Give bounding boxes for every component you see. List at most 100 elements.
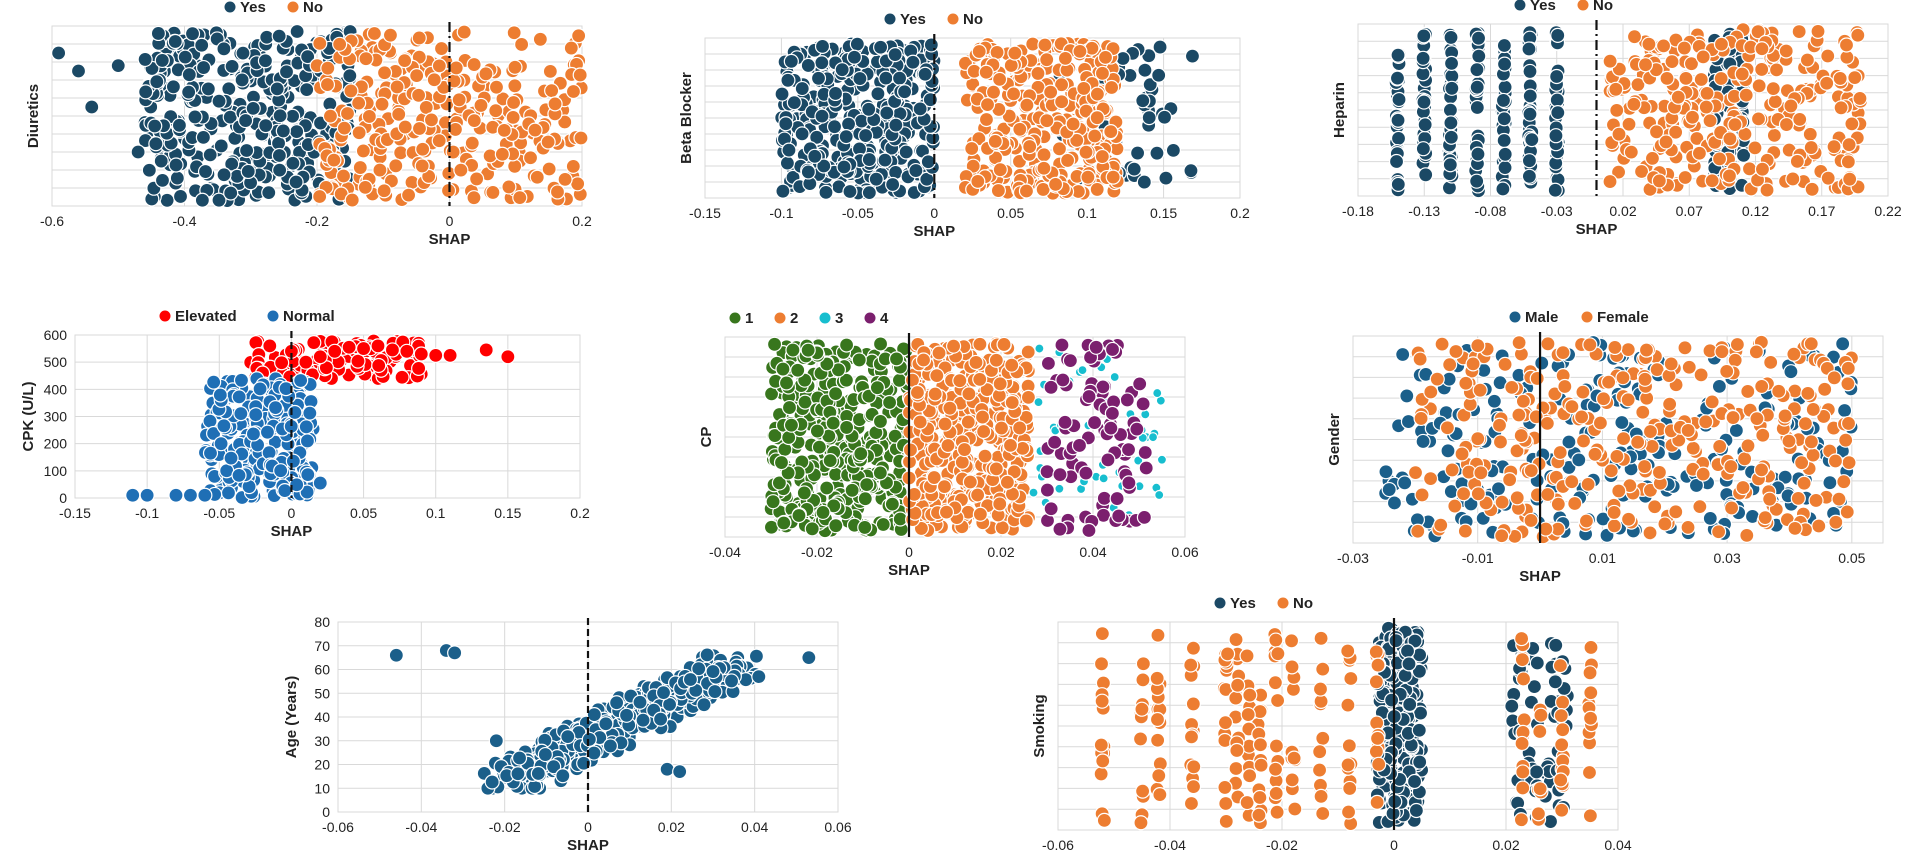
point-yes — [269, 81, 285, 97]
point-4 — [1138, 460, 1154, 476]
y-tick-label: 400 — [44, 381, 68, 397]
point-no — [1651, 173, 1667, 189]
point-female — [1840, 360, 1856, 376]
point-2 — [961, 386, 977, 402]
point-no — [563, 40, 579, 56]
point-2 — [909, 384, 926, 401]
point-female — [1447, 498, 1463, 514]
point-yes — [809, 129, 825, 145]
point-2 — [962, 474, 978, 490]
point-no — [1691, 145, 1708, 161]
x-tick-label: -0.04 — [1154, 837, 1186, 853]
point-series — [586, 745, 602, 761]
point-series — [751, 669, 767, 685]
point-male — [1395, 346, 1411, 363]
x-tick-label: -0.06 — [1042, 837, 1074, 853]
point-no — [1819, 75, 1835, 91]
point-2 — [1012, 420, 1028, 436]
point-no — [527, 122, 543, 138]
point-no — [1054, 94, 1070, 110]
point-no — [1754, 41, 1770, 57]
point-female — [1771, 383, 1787, 399]
point-2 — [960, 414, 976, 430]
point-yes — [278, 64, 295, 80]
point-female — [1523, 463, 1539, 479]
point-4 — [1047, 434, 1063, 450]
point-1 — [872, 465, 888, 481]
x-tick-label: -0.05 — [203, 505, 235, 521]
point-2 — [979, 382, 995, 398]
point-no — [1698, 99, 1714, 115]
x-tick-label: 0 — [1390, 837, 1398, 853]
point-no — [411, 120, 428, 137]
point-female — [1677, 340, 1693, 356]
point-yes — [195, 129, 212, 145]
point-male — [1571, 452, 1587, 468]
point-female — [1457, 523, 1473, 539]
x-tick-label: 0.02 — [987, 544, 1014, 560]
x-tick-label: 0.06 — [824, 819, 851, 835]
point-no — [1727, 117, 1743, 133]
x-tick-label: -0.02 — [801, 544, 833, 560]
point-normal — [223, 450, 239, 466]
point-no — [400, 187, 417, 203]
point-female — [1564, 474, 1580, 490]
point-elevated — [442, 347, 458, 363]
point-no — [335, 168, 352, 184]
legend-marker — [287, 1, 299, 13]
point-female — [1582, 337, 1598, 353]
point-female — [1762, 491, 1778, 507]
point-female — [1595, 391, 1612, 407]
y-tick-label: 50 — [314, 685, 330, 701]
point-female — [1787, 520, 1803, 536]
point-normal — [248, 407, 264, 423]
point-2 — [972, 506, 988, 522]
point-no — [391, 106, 407, 122]
point-yes — [171, 117, 188, 133]
point-yes — [781, 142, 797, 158]
point-yes — [1497, 146, 1513, 162]
points-group — [51, 23, 589, 209]
point-yes — [1407, 633, 1423, 649]
point-4 — [1104, 341, 1121, 358]
point-series — [691, 661, 707, 677]
point-no — [1833, 100, 1849, 116]
point-elevated — [355, 340, 372, 357]
point-female — [1509, 443, 1525, 459]
point-1 — [778, 375, 795, 391]
point-1 — [881, 394, 898, 411]
point-female — [1497, 356, 1513, 372]
point-no — [344, 192, 360, 208]
point-series — [635, 712, 651, 728]
point-female — [1826, 370, 1842, 386]
point-yes — [271, 147, 287, 164]
legend-label: Normal — [283, 308, 335, 325]
point-no — [1641, 36, 1657, 52]
point-no — [1791, 23, 1807, 40]
point-no — [351, 125, 367, 141]
point-no — [496, 122, 512, 138]
point-male — [1835, 336, 1851, 352]
point-yes — [235, 45, 251, 61]
point-no — [557, 171, 573, 187]
point-no — [464, 135, 480, 151]
point-normal — [259, 424, 276, 440]
point-elevated — [478, 342, 494, 358]
point-no — [343, 83, 359, 99]
point-no — [542, 63, 558, 79]
point-3 — [1033, 397, 1044, 408]
point-no — [1080, 169, 1096, 185]
point-yes — [234, 72, 250, 88]
point-4 — [1081, 522, 1097, 539]
x-tick-label: 0.2 — [1230, 205, 1250, 221]
point-normal — [278, 381, 294, 397]
point-2 — [968, 354, 984, 371]
point-2 — [970, 487, 986, 503]
point-female — [1754, 378, 1770, 395]
x-tick-label: 0.07 — [1676, 203, 1703, 219]
point-no — [1838, 37, 1855, 53]
point-series — [672, 764, 688, 780]
point-female — [1797, 416, 1814, 432]
point-female — [1564, 399, 1580, 415]
x-tick-label: 0 — [930, 205, 938, 221]
